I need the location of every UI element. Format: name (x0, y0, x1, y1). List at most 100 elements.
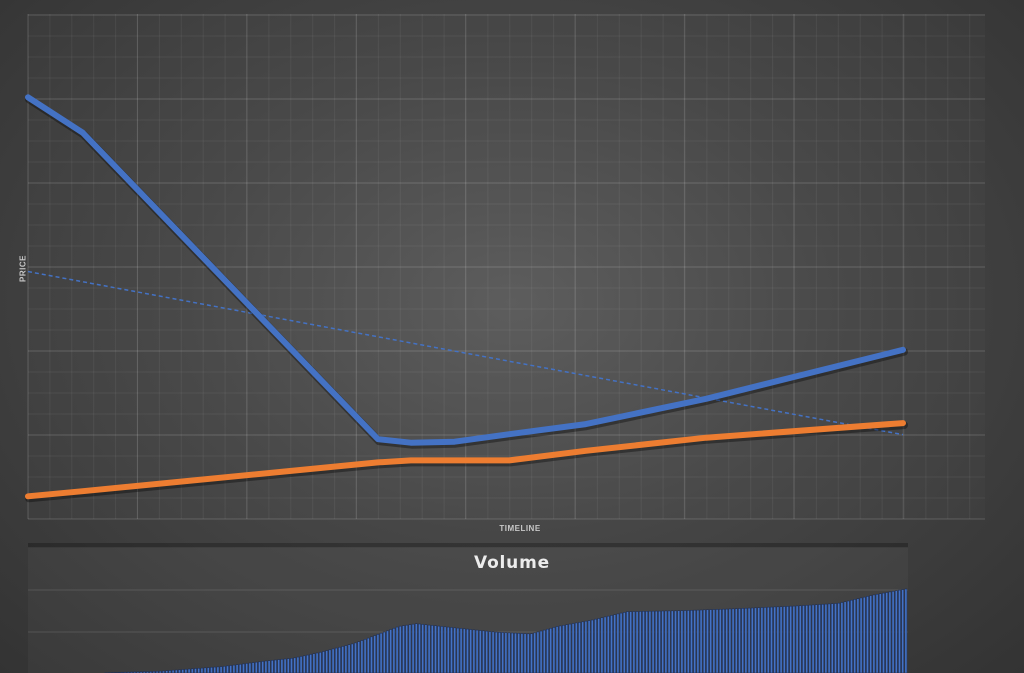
volume-bar (603, 616, 607, 673)
volume-bar (606, 615, 610, 673)
volume-bar (280, 658, 284, 673)
volume-bar (866, 596, 869, 673)
volume-bar (238, 663, 242, 673)
volume-bar (274, 659, 277, 673)
volume-bar (437, 625, 441, 673)
volume-bar (667, 610, 671, 673)
volume-bar (789, 605, 793, 673)
volume-bar (718, 608, 722, 673)
volume-bar (158, 670, 162, 673)
volume-bar (885, 592, 889, 673)
volume-bar (478, 630, 482, 673)
volume-bar (219, 666, 223, 673)
volume-bar (235, 664, 239, 673)
volume-bar (485, 630, 489, 673)
volume-bar (264, 660, 268, 673)
volume-bar (296, 656, 300, 673)
volume-bar (811, 604, 815, 673)
volume-bar (539, 630, 543, 673)
volume-bar (318, 651, 322, 673)
volume-bar (270, 659, 274, 673)
volume-bar (517, 632, 521, 673)
volume-bar (568, 623, 572, 673)
volume-bar (261, 661, 265, 673)
volume-bar (392, 627, 396, 673)
volume-bar (798, 605, 802, 673)
volume-bar (194, 668, 197, 673)
volume-bar (283, 658, 287, 673)
volume-bar (683, 610, 687, 673)
volume-bar (888, 591, 892, 673)
volume-bar (350, 643, 354, 673)
volume-bar (434, 625, 437, 673)
volume-bar (450, 627, 453, 673)
volume-bar (216, 666, 220, 673)
volume-bar (203, 667, 207, 673)
volume-bar (309, 654, 313, 673)
volume-bar (680, 610, 684, 673)
volume-bar (773, 606, 777, 673)
volume-bar (629, 611, 633, 673)
volume-bar (504, 632, 508, 673)
volume-bar (648, 610, 652, 673)
volume-bar (686, 610, 690, 673)
volume-bar (706, 609, 709, 673)
volume-bar (187, 668, 191, 673)
volume-bar (661, 610, 665, 673)
volume-bar (226, 665, 229, 673)
volume-bar (299, 656, 303, 673)
volume-bar (795, 605, 799, 673)
volume-bar (366, 637, 370, 673)
volume-bar (443, 626, 447, 673)
volume-bar (850, 599, 853, 673)
y-axis-title: PRICE (18, 255, 28, 282)
volume-bar (206, 667, 210, 673)
volume-bar (328, 649, 332, 673)
volume-bar (354, 642, 357, 673)
volume-bar (818, 604, 821, 673)
volume-bar (827, 603, 831, 673)
volume-bar (210, 666, 213, 673)
volume-bar (248, 662, 252, 673)
volume-bar (642, 610, 645, 673)
volume-bar (837, 602, 841, 673)
volume-bar (709, 609, 713, 673)
volume-bar (904, 588, 908, 673)
volume-bar (654, 610, 658, 673)
volume-bar (414, 623, 418, 673)
volume-bar (286, 658, 290, 673)
volume-bar (510, 632, 514, 673)
volume-bar (331, 648, 335, 673)
volume-bar (690, 609, 693, 673)
volume-bar (581, 621, 585, 673)
volume-bar (475, 629, 479, 673)
volume-bar (677, 610, 681, 673)
volume-bar (805, 604, 809, 673)
volume-bar (459, 628, 463, 673)
volume-bar (542, 629, 546, 673)
volume-bar (843, 601, 847, 673)
volume-bar (424, 624, 428, 673)
volume-bar (242, 663, 245, 673)
volume-bar (747, 607, 751, 673)
volume-bar (722, 608, 725, 673)
volume-bar (453, 627, 457, 673)
volume-bar (376, 634, 380, 673)
volume-bar (139, 671, 143, 673)
volume-bar (312, 653, 316, 673)
volume-bar (411, 623, 415, 673)
volume-bar (757, 607, 761, 673)
volume-bar (232, 664, 236, 673)
volume-bar (744, 607, 748, 673)
volume-bar (171, 669, 175, 673)
volume-bar (379, 632, 383, 673)
volume-bar (488, 631, 492, 673)
volume-bar (181, 669, 185, 673)
volume-bar (741, 608, 745, 673)
volume-bar (763, 607, 767, 673)
volume-bar (875, 593, 879, 673)
volume-bar (571, 623, 575, 673)
volume-bar (389, 629, 393, 673)
volume-bar (734, 608, 738, 673)
